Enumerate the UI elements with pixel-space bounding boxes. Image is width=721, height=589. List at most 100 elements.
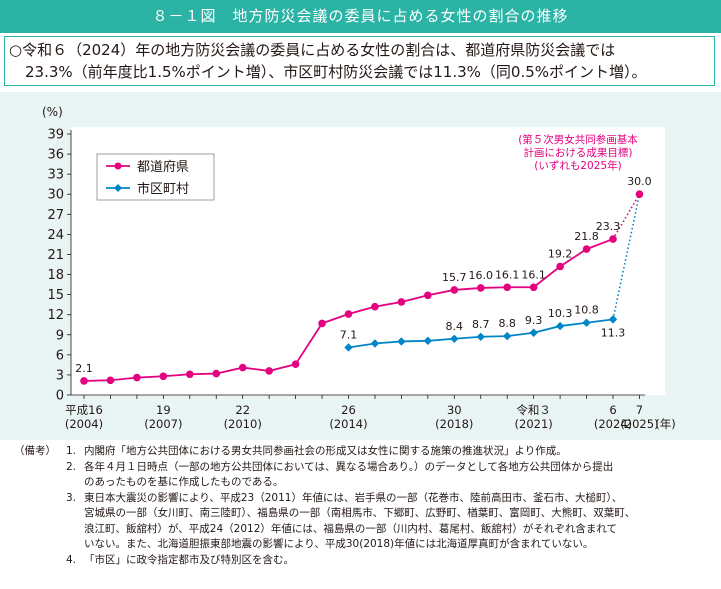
summary-box: ○令和６（2024）年の地方防災会議の委員に占める女性の割合は、都道府県防災会議… [4, 36, 715, 86]
data-point [450, 334, 459, 343]
data-point [529, 328, 538, 337]
data-point [186, 370, 194, 379]
note-line: 浪江町、飯舘村）が、平成24（2012）年値には、福島県の一部（川内村、葛尾村、… [14, 522, 714, 538]
data-point [265, 367, 273, 375]
target-dotted-line [612, 193, 641, 240]
x-tick-label-year: (2004) [65, 417, 103, 431]
y-tick-label: 15 [47, 288, 64, 303]
data-point [159, 372, 168, 381]
data-label: 11.3 [601, 326, 626, 339]
y-tick-label: 9 [56, 328, 64, 343]
y-tick-label: 30 [47, 188, 64, 203]
note-text: 「市区」に政令指定都市及び特別区を含む。 [84, 553, 294, 566]
legend: 都道府県 市区町村 [96, 153, 215, 201]
x-tick-label: 6 [609, 403, 616, 417]
series-prefecture: 2.115.7 16.0 16.1 16.119.221.823.3 [75, 220, 620, 385]
data-label: 10.3 [548, 307, 573, 320]
data-point [556, 262, 564, 271]
note-header [14, 491, 66, 507]
figure-title: ８－１図 地方防災会議の委員に占める女性の割合の推移 [0, 0, 721, 33]
data-point [133, 373, 141, 382]
target-annotation-line-3: (いずれも2025年) [534, 159, 621, 172]
data-point [80, 377, 88, 385]
series-municipality: 7.1 8.4 8.7 8.8 9.3 10.3 10.811.3 [340, 304, 626, 352]
note-line: 3. 東日本大震災の影響により、平成23（2011）年値には、岩手県の一部（花巻市… [14, 491, 714, 507]
notes: （備考） 1. 内閣府「地方公共団体における男女共同参画社会の形成又は女性に関する施… [14, 444, 714, 568]
x-tick-label-year: (2018) [435, 417, 473, 431]
legend-prefecture-label: 都道府県 [137, 160, 189, 175]
note-text: のあったものを基に作成したものである。 [84, 476, 284, 488]
data-label: 19.2 [548, 248, 573, 261]
summary-line-1: ○令和６（2024）年の地方防災会議の委員に占める女性の割合は、都道府県防災会議… [9, 41, 616, 59]
note-number: 1. [66, 445, 77, 457]
y-axis-unit-label: (%) [42, 105, 63, 119]
note-line: 宮城県の一部（女川町、南三陸町）、福島県の一部（南相馬市、下郷町、広野町、楢葉町… [14, 506, 714, 522]
x-tick-label: 19 [156, 403, 171, 417]
target-annotation-line-1: (第５次男女共同参画基本 [518, 133, 638, 146]
legend-box [96, 153, 215, 201]
note-line: 2. 各年４月１日時点（一部の地方公共団体においては、異なる場合あり。）のデータと… [14, 460, 714, 476]
data-label: 16.0 [469, 269, 494, 282]
note-line: のあったものを基に作成したものである。 [14, 475, 714, 491]
y-tick-label: 39 [47, 128, 64, 143]
note-header [14, 506, 66, 522]
data-point [397, 337, 406, 346]
x-tick-label-year: (2021) [515, 417, 553, 431]
note-line: （備考） 1. 内閣府「地方公共団体における男女共同参画社会の形成又は女性に関する施… [14, 444, 714, 460]
note-number: 2. [66, 460, 77, 473]
data-label: 16.1 [521, 268, 546, 281]
data-point [371, 302, 379, 311]
note-text: いない。また、北海道胆振東部地震の影響により、平成30(2018)年値には北海道… [84, 538, 594, 550]
x-tick-label: 22 [235, 403, 250, 417]
x-tick-label-year: (2025) [620, 417, 658, 431]
data-point [476, 332, 485, 341]
note-header [14, 537, 66, 553]
y-tick-label: 21 [47, 248, 64, 263]
data-point [423, 336, 433, 345]
y-tick-label: 27 [47, 208, 64, 223]
note-header [14, 522, 66, 538]
data-point [424, 291, 432, 300]
y-tick-label: 3 [56, 368, 64, 383]
summary-line-2: 23.3%（前年度比1.5%ポイント増）、市区町村防災会議では11.3%（同0.… [25, 63, 647, 81]
data-point [555, 321, 565, 331]
note-header [14, 475, 66, 491]
data-point [503, 283, 512, 292]
data-point [529, 283, 538, 292]
y-tick-label: 6 [56, 348, 64, 363]
x-tick-label-year: (2014) [329, 417, 367, 431]
data-point [397, 298, 406, 306]
data-label: 8.8 [498, 317, 516, 330]
data-point [318, 319, 326, 328]
data-point [212, 369, 221, 378]
note-line: いない。また、北海道胆振東部地震の影響により、平成30(2018)年値には北海道… [14, 537, 714, 553]
x-tick-label: 令和３ [516, 403, 551, 417]
note-header [14, 553, 66, 569]
note-text: 各年４月１日時点（一部の地方公共団体においては、異なる場合あり。）のデータとして… [84, 460, 614, 473]
target-dotted-line [612, 194, 641, 320]
note-number: 3. [66, 491, 77, 504]
note-text: 宮城県の一部（女川町、南三陸町）、福島県の一部（南相馬市、下郷町、広野町、楢葉町… [84, 507, 636, 519]
note-text: 浪江町、飯舘村）が、平成24（2012）年値には、福島県の一部（川内村、葛尾村、… [84, 522, 618, 535]
data-label: 8.7 [472, 318, 490, 331]
target-annotation-line-2: 計画における成果目標) [523, 146, 632, 159]
data-point [450, 286, 459, 294]
note-header: （備考） [14, 445, 56, 457]
data-label: 7.1 [340, 328, 358, 341]
data-label: 8.4 [446, 320, 464, 333]
data-point [476, 284, 485, 292]
note-line: 4. 「市区」に政令指定都市及び特別区を含む。 [14, 553, 714, 569]
y-tick-label: 36 [47, 148, 64, 163]
x-tick-label: 平成16 [65, 403, 103, 417]
y-tick-label: 0 [56, 389, 64, 404]
data-point [608, 315, 618, 324]
x-axis: 平成16(2004) 19(2007) 22(2010) 26(2014) 30(201… [65, 394, 676, 431]
note-text: 内閣府「地方公共団体における男女共同参画社会の形成又は女性に関する施策の推進状況… [84, 445, 567, 457]
legend-municipality-marker [114, 184, 122, 192]
data-label: 23.3 [596, 220, 621, 233]
data-point [238, 363, 247, 372]
note-number [66, 506, 84, 522]
y-tick-label: 12 [47, 308, 64, 323]
x-tick-label: 30 [447, 403, 462, 417]
